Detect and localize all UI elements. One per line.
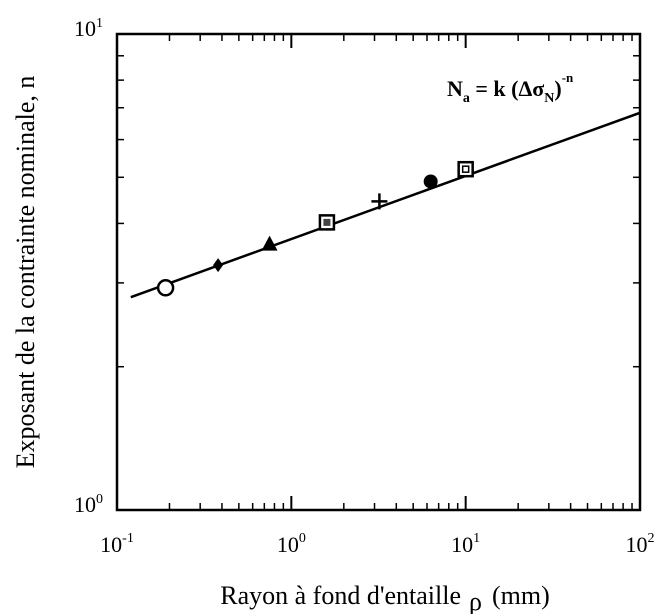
data-point	[261, 235, 278, 251]
filled-circle-marker	[423, 174, 438, 189]
y-tick-label: 100	[74, 492, 103, 517]
x-tick-label: 102	[626, 531, 655, 557]
x-tick-label: 100	[277, 531, 306, 557]
fit-line	[130, 111, 641, 299]
data-point	[423, 174, 438, 189]
data-markers	[156, 160, 474, 297]
y-ticks: 100 101	[74, 16, 640, 517]
fit-line-group	[130, 111, 641, 299]
x-tick-label: 101	[451, 531, 480, 557]
data-point	[156, 279, 175, 297]
filled-diamond-marker	[213, 258, 224, 273]
x-tick-label: 10-1	[100, 531, 134, 557]
data-point	[213, 258, 224, 273]
x-ticks: 10-1 100 101 102	[100, 34, 655, 557]
data-point	[371, 193, 388, 210]
data-point	[318, 214, 336, 231]
y-tick-label: 101	[74, 16, 103, 41]
boxed-square-inner	[323, 218, 331, 226]
open-circle-marker	[156, 279, 175, 297]
filled-triangle-marker	[261, 235, 278, 251]
annotation-formula: Na = k (ΔσN)-n	[447, 70, 574, 106]
data-point	[457, 160, 474, 178]
y-axis-label: Exposant de la contrainte nominale, n	[11, 76, 40, 469]
boxed-square-open-inner	[461, 165, 470, 173]
x-axis-label: Rayon à fond d'entaille ρ (mm)	[220, 581, 550, 614]
plot-frame	[115, 32, 642, 512]
boxed-square-open-marker	[457, 160, 474, 178]
